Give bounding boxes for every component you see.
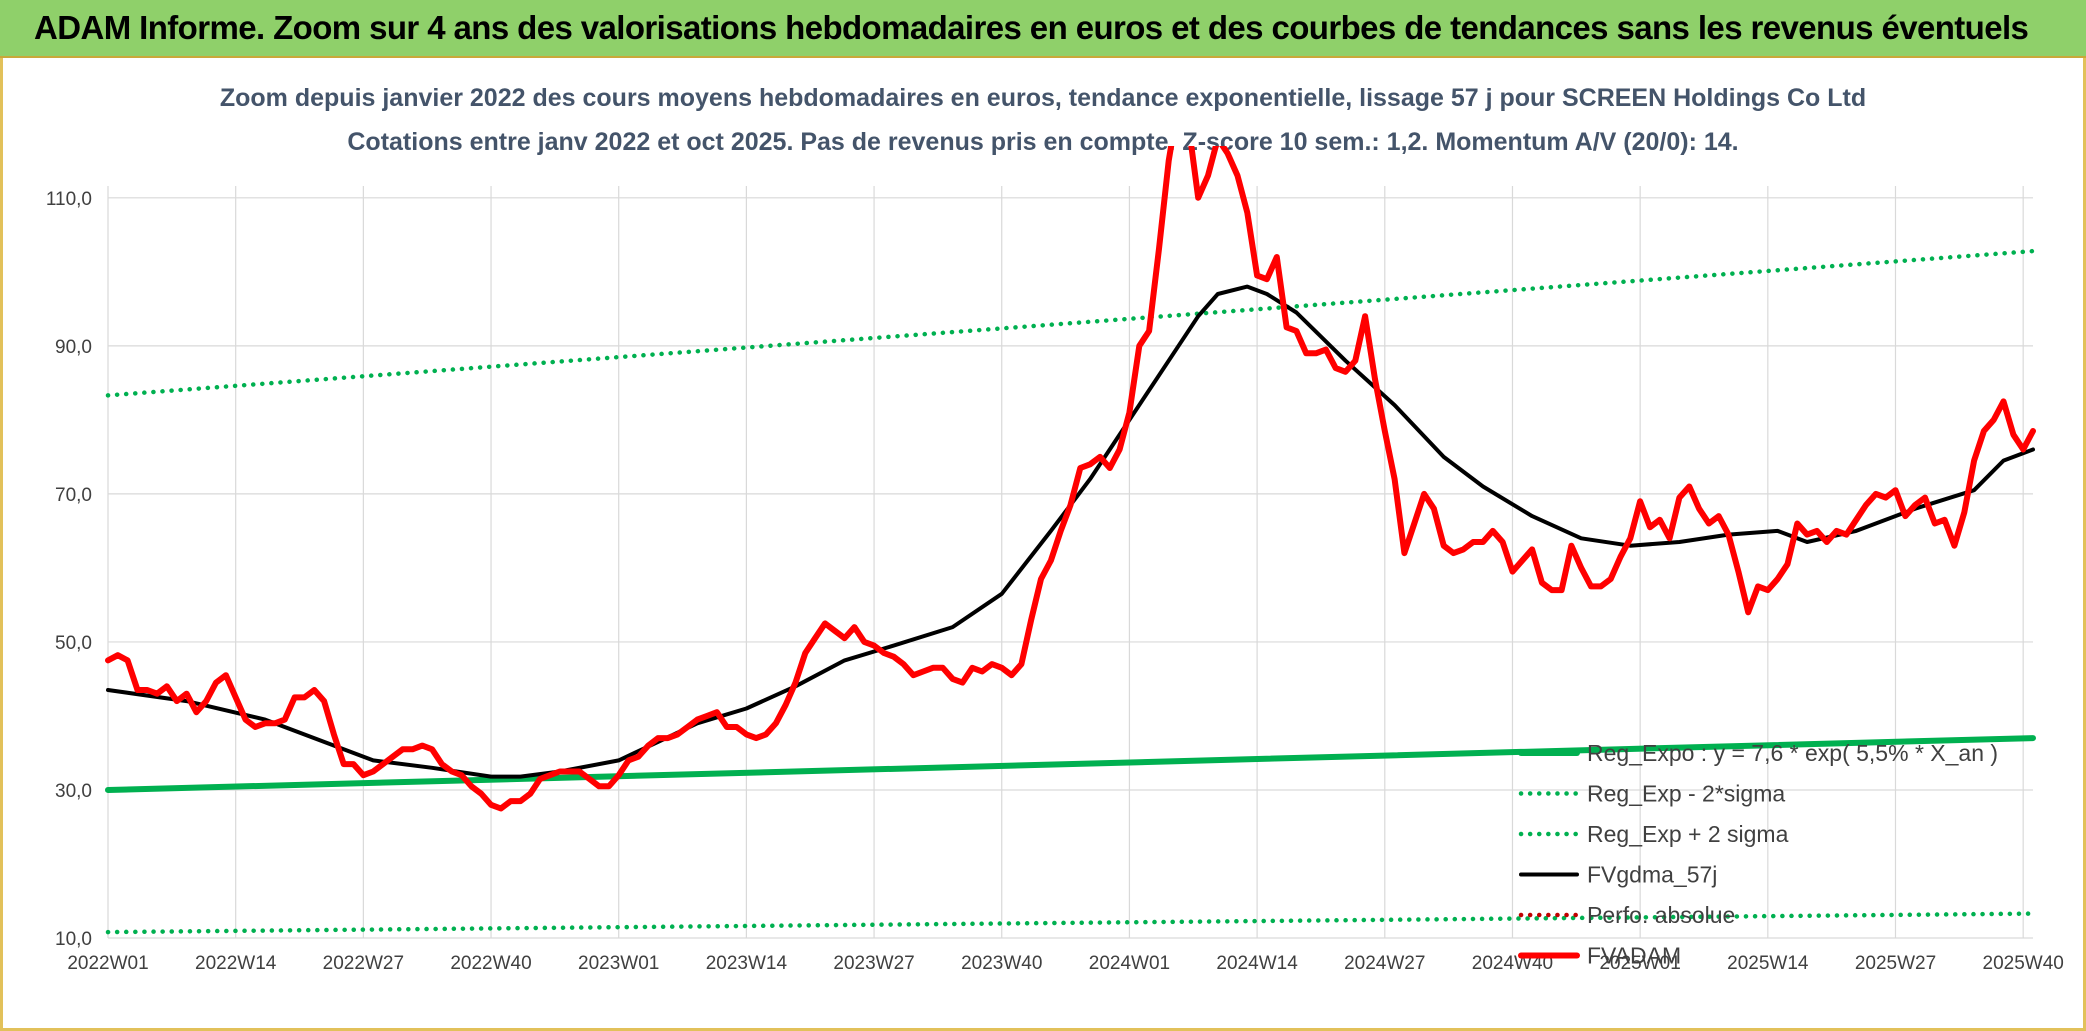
series-layer [105, 146, 2036, 935]
reg-expo-line [105, 735, 2036, 793]
legend-perfo-absolue: Perfo. absolue [1518, 902, 1735, 928]
legend-label: Reg_Exp + 2 sigma [1587, 821, 1789, 847]
x-axis: 2022W01 2022W14 2022W27 2022W40 2023W01 2023W… [67, 953, 2064, 974]
x-tick-label: 2022W01 [67, 953, 148, 974]
chart-title-line2: Cotations entre janv 2022 et oct 2025. P… [347, 128, 1738, 156]
y-tick-label: 90,0 [55, 337, 92, 358]
vertical-gridlines [107, 186, 2024, 938]
y-tick-label: 70,0 [55, 485, 92, 506]
x-tick-label: 2023W01 [578, 953, 659, 974]
fvgdma-57j-line [106, 284, 2035, 779]
report-banner: ADAM Informe. Zoom sur 4 ans des valoris… [0, 0, 2086, 58]
line-chart: Zoom depuis janvier 2022 des cours moyen… [46, 84, 2064, 974]
x-tick-label: 2024W14 [1216, 953, 1298, 974]
x-tick-label: 2023W14 [706, 953, 788, 974]
legend-label: FVADAM [1587, 943, 1681, 969]
x-tick-label: 2023W40 [961, 953, 1042, 974]
chart-frame: Zoom depuis janvier 2022 des cours moyen… [0, 58, 2086, 1031]
fvadam-line [105, 146, 2036, 812]
x-tick-label: 2023W27 [833, 953, 914, 974]
legend-fvadam: FVADAM [1518, 943, 1681, 969]
legend-label: Reg_Expo : y = 7,6 * exp( 5,5% * X_an ) [1587, 740, 1998, 766]
legend-label: Perfo. absolue [1587, 902, 1735, 928]
horizontal-gridlines [108, 197, 2033, 939]
x-tick-label: 2022W27 [323, 953, 404, 974]
chart-title-line1: Zoom depuis janvier 2022 des cours moyen… [220, 84, 1866, 112]
legend-reg-expo: Reg_Expo : y = 7,6 * exp( 5,5% * X_an ) [1518, 740, 1998, 766]
legend-reg-plus-2sigma: Reg_Exp + 2 sigma [1518, 821, 1789, 847]
x-tick-label: 2022W14 [195, 953, 277, 974]
legend-reg-minus-2sigma: Reg_Exp - 2*sigma [1518, 781, 1785, 807]
x-tick-label: 2025W40 [1983, 953, 2064, 974]
y-tick-label: 10,0 [55, 929, 92, 950]
reg-minus-2sigma-line [105, 911, 2036, 935]
legend-label: Reg_Exp - 2*sigma [1587, 781, 1785, 807]
x-tick-label: 2025W01 [1599, 953, 1680, 974]
chart-legend: Reg_Expo : y = 7,6 * exp( 5,5% * X_an ) R… [1518, 740, 1998, 969]
x-tick-label: 2025W14 [1727, 953, 1809, 974]
legend-fvgdma: FVgdma_57j [1519, 862, 1717, 888]
legend-label: FVgdma_57j [1587, 862, 1717, 888]
x-tick-label: 2025W27 [1855, 953, 1936, 974]
y-tick-label: 50,0 [55, 633, 92, 654]
report-title: ADAM Informe. Zoom sur 4 ans des valoris… [34, 9, 2029, 46]
x-tick-label: 2024W01 [1089, 953, 1170, 974]
x-tick-label: 2024W27 [1344, 953, 1425, 974]
y-axis: 10,0 30,0 50,0 70,0 90,0 110,0 [46, 189, 92, 950]
y-tick-label: 110,0 [46, 189, 92, 210]
x-tick-label: 2022W40 [450, 953, 531, 974]
y-tick-label: 30,0 [55, 781, 92, 802]
reg-plus-2sigma-line [105, 248, 2036, 398]
